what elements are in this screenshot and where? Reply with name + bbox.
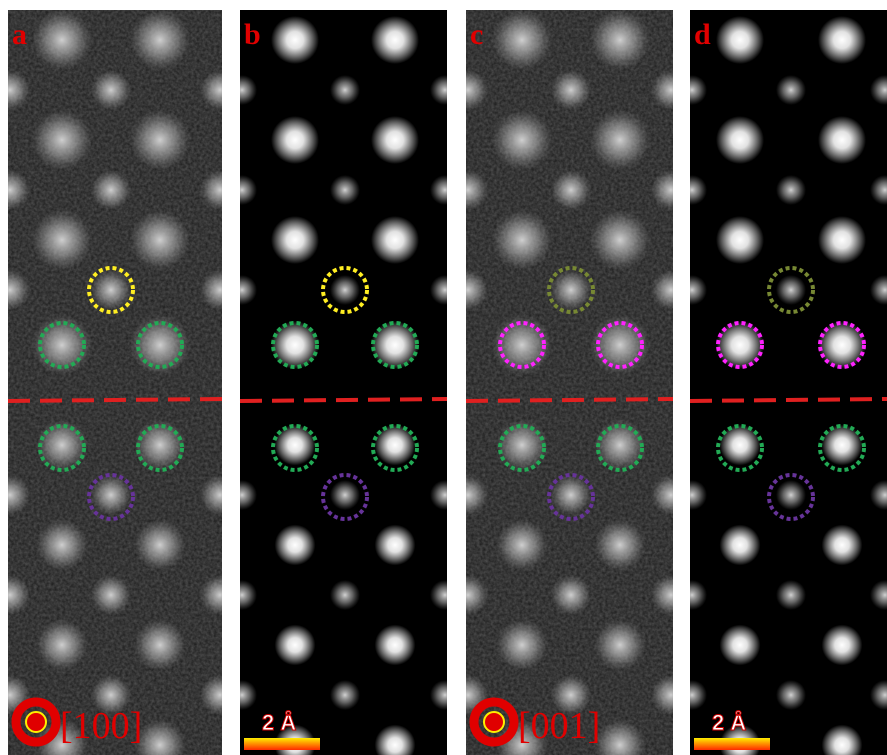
panel: a [100] [0, 10, 240, 755]
zone-icon [484, 712, 504, 732]
atom [430, 175, 460, 205]
panel: c [001] [448, 10, 691, 755]
atom [776, 75, 806, 105]
atom [330, 75, 360, 105]
atom [227, 480, 257, 510]
atom [430, 75, 460, 105]
scale-label: 2 Å [262, 709, 296, 735]
atom [271, 116, 319, 164]
atom [430, 580, 460, 610]
atoms [448, 10, 691, 755]
atom [818, 116, 866, 164]
atom [330, 580, 360, 610]
atom [677, 275, 707, 305]
atom [430, 480, 460, 510]
panel-label: c [470, 18, 483, 51]
atom [275, 525, 316, 566]
atom [776, 175, 806, 205]
atom [330, 480, 360, 510]
atom [677, 680, 707, 710]
atom [822, 625, 863, 666]
atom [818, 216, 866, 264]
atom [227, 275, 257, 305]
scale-bar [694, 738, 770, 750]
zone-axis: [100] [60, 705, 142, 747]
atom [375, 625, 416, 666]
atom [330, 175, 360, 205]
atoms [0, 10, 240, 755]
figure: a [100] b 2 Å c [001] d 2 Å [0, 0, 887, 755]
atom [677, 75, 707, 105]
atom [371, 116, 419, 164]
atom [271, 216, 319, 264]
atom [227, 175, 257, 205]
atom [275, 625, 316, 666]
atom [430, 680, 460, 710]
panels: a [100] b 2 Å c [001] d 2 Å [0, 10, 887, 755]
panel-label: b [244, 18, 261, 51]
atom [227, 680, 257, 710]
atom [716, 216, 764, 264]
atom [677, 175, 707, 205]
atom [271, 16, 319, 64]
atom [822, 525, 863, 566]
atom [330, 680, 360, 710]
atom [720, 525, 761, 566]
zone-icon [26, 712, 46, 732]
atom [776, 680, 806, 710]
atom [375, 525, 416, 566]
atom [677, 480, 707, 510]
atom [371, 16, 419, 64]
atom [776, 480, 806, 510]
atom [430, 275, 460, 305]
scale-label: 2 Å [712, 709, 746, 735]
panel: d 2 Å [677, 10, 887, 755]
panel: b 2 Å [227, 10, 460, 755]
panel-bg [240, 10, 447, 755]
atom [776, 275, 806, 305]
atom [720, 625, 761, 666]
noise [466, 10, 673, 755]
panel-label: d [694, 18, 711, 51]
scale-bar [244, 738, 320, 750]
atom [330, 275, 360, 305]
atom [716, 116, 764, 164]
noise [8, 10, 222, 755]
atom [227, 580, 257, 610]
atom [716, 16, 764, 64]
atom [818, 16, 866, 64]
atom [371, 216, 419, 264]
atom [227, 75, 257, 105]
atom [776, 580, 806, 610]
boundary-line [8, 399, 222, 401]
atom [677, 580, 707, 610]
panel-label: a [12, 18, 27, 51]
zone-axis: [001] [518, 705, 600, 747]
